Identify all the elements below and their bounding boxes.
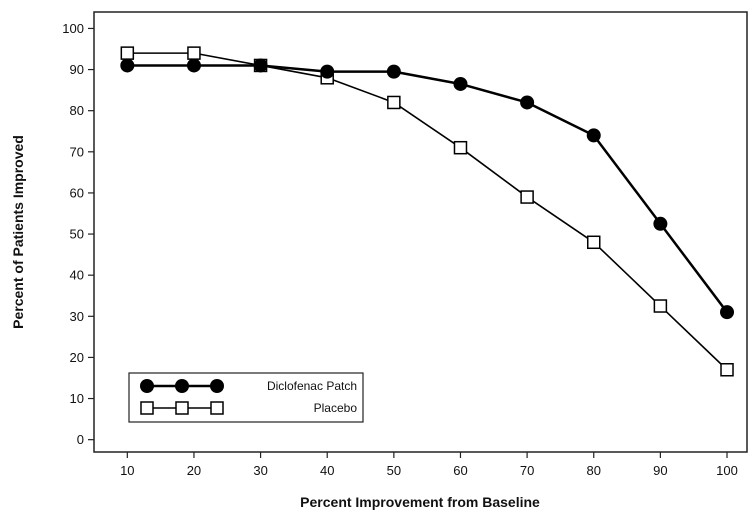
diclofenac-point: [253, 58, 268, 73]
x-axis-title: Percent Improvement from Baseline: [300, 494, 540, 510]
placebo-point: [120, 46, 135, 60]
x-tick-label: 60: [453, 463, 467, 478]
y-tick-label: 40: [70, 268, 84, 283]
y-tick-label: 50: [70, 227, 84, 242]
diclofenac-point: [720, 305, 735, 320]
diclofenac-point: [320, 64, 335, 79]
y-tick-label: 80: [70, 103, 84, 118]
x-tick-label: 80: [587, 463, 601, 478]
diclofenac-point: [520, 95, 535, 110]
diclofenac-line: [127, 64, 729, 313]
placebo-point: [387, 95, 401, 110]
placebo-line: [127, 52, 728, 371]
legend-marker-diclofenac: [175, 379, 189, 393]
series-layer: [120, 46, 735, 377]
placebo-point: [453, 140, 468, 155]
y-tick-label: 0: [77, 432, 84, 447]
placebo-point: [653, 299, 668, 313]
x-tick-label: 30: [253, 463, 267, 478]
legend-label-placebo: Placebo: [314, 401, 358, 415]
legend-marker-placebo: [140, 401, 154, 415]
placebo-point: [586, 235, 601, 250]
y-tick-label: 90: [70, 62, 84, 77]
y-tick-label: 30: [70, 309, 84, 324]
legend-marker-diclofenac: [140, 379, 154, 393]
placebo-point: [187, 46, 201, 60]
x-tick-label: 50: [387, 463, 401, 478]
x-tick-label: 10: [120, 463, 134, 478]
x-tick-label: 20: [187, 463, 201, 478]
legend: Diclofenac Patch Placebo: [128, 372, 364, 423]
diclofenac-point: [453, 76, 468, 91]
y-axis: 0 10 20 30 40 50 60 70 80 90 100: [62, 21, 94, 447]
x-axis: 10 20 30 40 50 60 70 80 90 100: [120, 452, 738, 478]
x-tick-label: 40: [320, 463, 334, 478]
diclofenac-point: [120, 58, 135, 73]
diclofenac-point: [186, 58, 201, 73]
y-tick-label: 20: [70, 350, 84, 365]
placebo-point: [520, 190, 534, 204]
legend-marker-placebo: [210, 401, 224, 415]
diclofenac-point: [653, 216, 668, 231]
diclofenac-point: [586, 128, 601, 143]
y-axis-title: Percent of Patients Improved: [10, 135, 26, 329]
legend-box: [128, 372, 364, 423]
legend-label-diclofenac: Diclofenac Patch: [267, 379, 357, 393]
legend-marker-diclofenac: [210, 379, 224, 393]
y-tick-label: 60: [70, 185, 84, 200]
y-tick-label: 10: [70, 391, 84, 406]
y-tick-label: 70: [70, 144, 84, 159]
y-tick-label: 100: [62, 21, 84, 36]
x-tick-label: 90: [653, 463, 667, 478]
legend-marker-placebo: [175, 401, 189, 415]
placebo-point: [720, 363, 734, 377]
diclofenac-point: [386, 64, 401, 79]
x-tick-label: 100: [716, 463, 738, 478]
x-tick-label: 70: [520, 463, 534, 478]
